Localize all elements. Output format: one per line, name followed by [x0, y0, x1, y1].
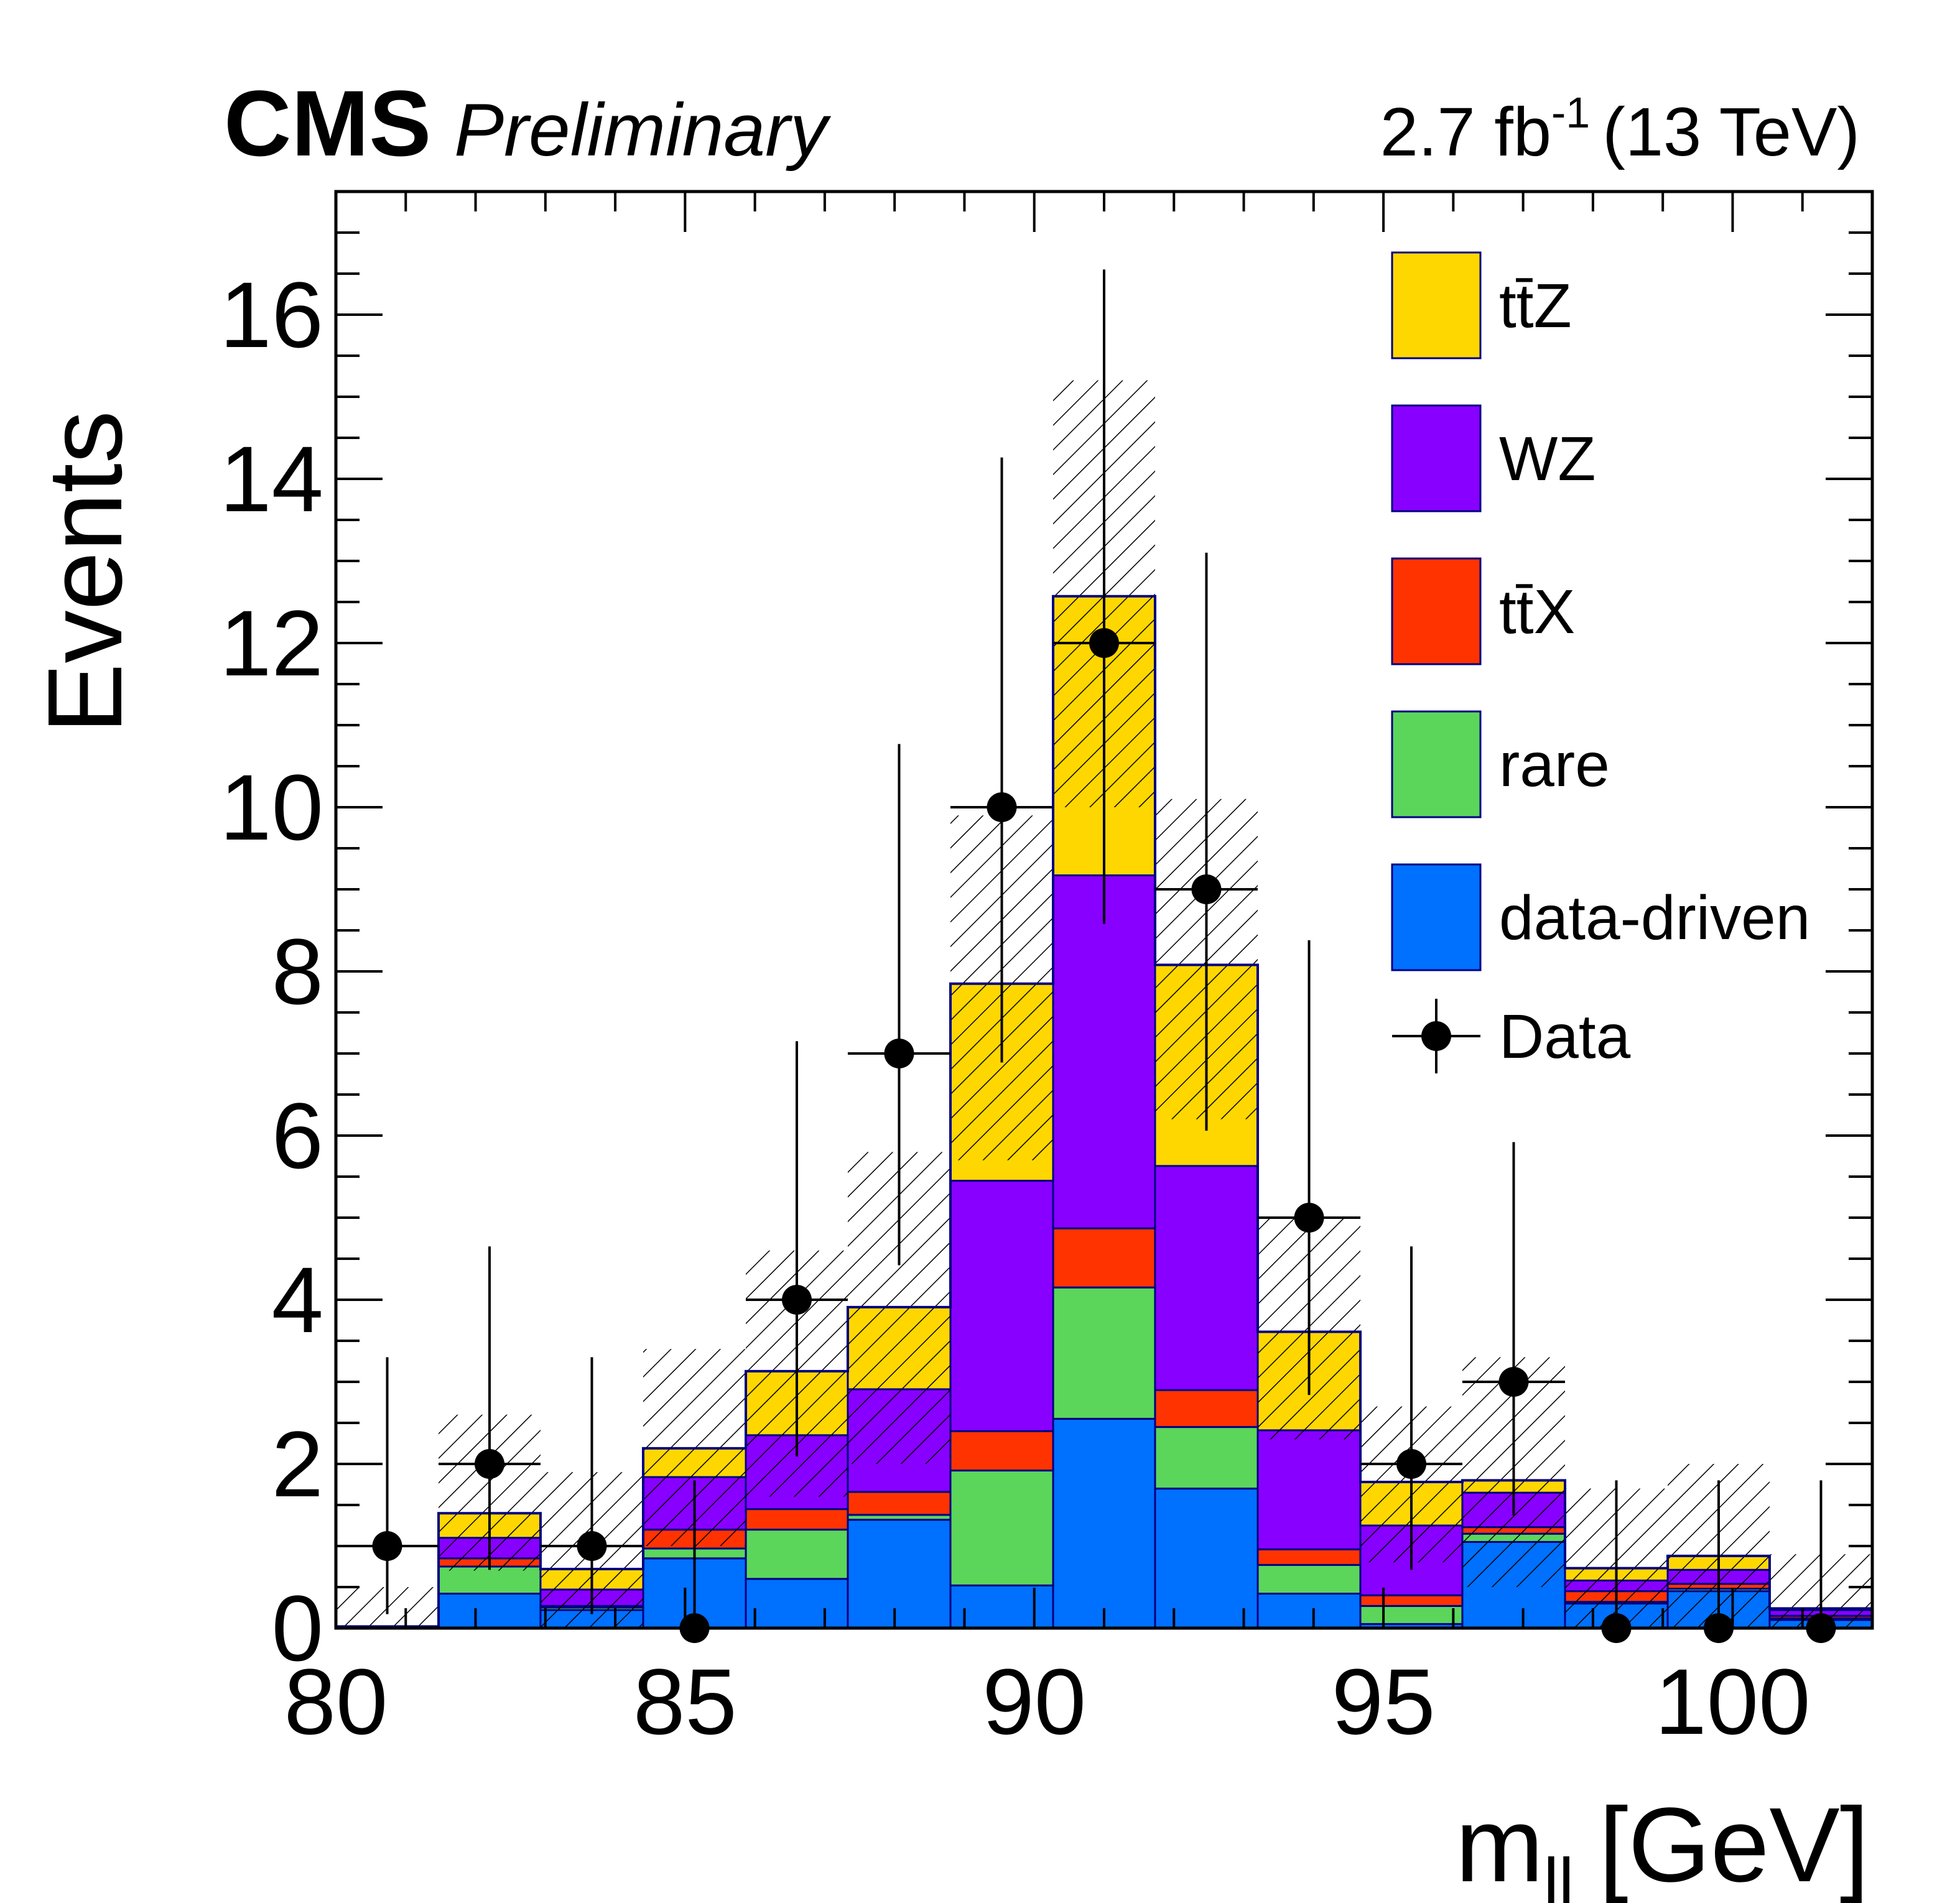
bar-3-8 — [1154, 1165, 1259, 1391]
y-tick-label: 12 — [220, 591, 323, 695]
bar-1-1 — [437, 1565, 542, 1595]
x-tick-label: 85 — [633, 1649, 737, 1754]
legend-swatch — [1391, 404, 1482, 512]
data-point-5 — [884, 1039, 914, 1068]
x-tick-label: 95 — [1332, 1649, 1436, 1754]
x-axis-title-unit: [GeV] — [1599, 1786, 1869, 1903]
bar-1-8 — [1154, 1426, 1259, 1490]
x-axis-title-sub: ll — [1543, 1845, 1574, 1903]
data-point-2 — [577, 1531, 607, 1561]
bar-3-7 — [1052, 874, 1156, 1229]
legend-entry-1: WZ — [1391, 404, 1595, 512]
legend-swatch — [1391, 863, 1482, 971]
bar-1-9 — [1256, 1563, 1362, 1595]
y-tick-label: 16 — [220, 262, 323, 367]
lumi-label: 2.7 fb-1 (13 TeV) — [1380, 88, 1860, 170]
bar-0-6 — [949, 1584, 1054, 1629]
bar-2-4 — [745, 1508, 849, 1531]
bar-0-4 — [745, 1578, 849, 1629]
lumi-energy: (13 TeV) — [1602, 94, 1860, 170]
y-tick-label: 6 — [272, 1083, 323, 1188]
bar-0-5 — [847, 1519, 952, 1629]
bar-0-8 — [1154, 1488, 1259, 1629]
data-point-11 — [1498, 1367, 1529, 1397]
legend-entry-3: rare — [1391, 710, 1610, 818]
bar-2-10 — [1359, 1594, 1464, 1607]
bar-1-4 — [745, 1529, 849, 1580]
legend-swatch — [1391, 710, 1482, 818]
bar-2-5 — [847, 1491, 952, 1516]
data-point-0 — [372, 1531, 402, 1561]
data-point-4 — [782, 1285, 812, 1315]
legend-marker-dot — [1421, 1021, 1451, 1051]
bar-0-7 — [1052, 1417, 1156, 1629]
header: CMS Preliminary 2.7 fb-1 (13 TeV) — [224, 71, 1860, 175]
bar-2-9 — [1256, 1548, 1362, 1566]
x-tick-label: 100 — [1655, 1649, 1810, 1754]
bar-0-9 — [1256, 1593, 1362, 1629]
bar-2-7 — [1052, 1227, 1156, 1289]
bar-1-7 — [1052, 1286, 1156, 1420]
data-point-1 — [475, 1449, 504, 1479]
axes: 80 85 90 95 100 0 2 4 6 8 10 12 14 16 — [220, 190, 1874, 1754]
legend-swatch — [1391, 251, 1482, 359]
bar-3-9 — [1256, 1429, 1362, 1550]
legend-label: Data — [1499, 1002, 1631, 1072]
x-tick-label: 90 — [982, 1649, 1086, 1754]
y-axis-title: Events — [26, 410, 144, 734]
legend-label: tt̄Z — [1499, 271, 1572, 341]
bar-1-6 — [949, 1470, 1054, 1586]
y-tick-label: 4 — [272, 1248, 323, 1352]
bar-0-1 — [437, 1593, 542, 1629]
x-axis-title: mll [GeV] — [1456, 1786, 1869, 1903]
x-tick-label: 80 — [284, 1649, 388, 1754]
y-tick-label: 8 — [272, 919, 323, 1024]
bar-2-6 — [949, 1430, 1054, 1472]
legend-entry-4: data-driven — [1391, 863, 1810, 971]
status-label: Preliminary — [454, 88, 832, 172]
legend-label: rare — [1499, 730, 1610, 800]
legend-label: tt̄X — [1499, 577, 1575, 647]
legend-entry-2: tt̄X — [1391, 557, 1575, 665]
data-point-7 — [1089, 628, 1119, 658]
data-point-9 — [1294, 1203, 1324, 1233]
lumi-value: 2.7 fb — [1380, 94, 1551, 170]
y-tick-label: 10 — [220, 755, 323, 859]
bar-1-10 — [1359, 1604, 1464, 1625]
x-axis-title-main: m — [1456, 1786, 1544, 1903]
data-point-10 — [1396, 1449, 1426, 1479]
y-tick-label: 2 — [272, 1412, 323, 1516]
data-point-6 — [987, 792, 1017, 822]
bar-3-6 — [949, 1180, 1054, 1432]
data-point-8 — [1191, 874, 1222, 904]
legend-swatch — [1391, 557, 1482, 665]
legend-label: WZ — [1499, 424, 1595, 494]
y-tick-label: 14 — [220, 427, 323, 531]
experiment-label: CMS — [224, 71, 431, 175]
legend-label: data-driven — [1499, 883, 1810, 953]
bar-2-8 — [1154, 1389, 1259, 1428]
legend-entry-0: tt̄Z — [1391, 251, 1572, 359]
y-tick-label: 0 — [272, 1576, 323, 1680]
lumi-exponent: -1 — [1551, 88, 1590, 137]
legend-entry-5: Data — [1392, 999, 1631, 1073]
legend: tt̄Z WZ tt̄X rare data-driven Data — [1391, 251, 1810, 1073]
